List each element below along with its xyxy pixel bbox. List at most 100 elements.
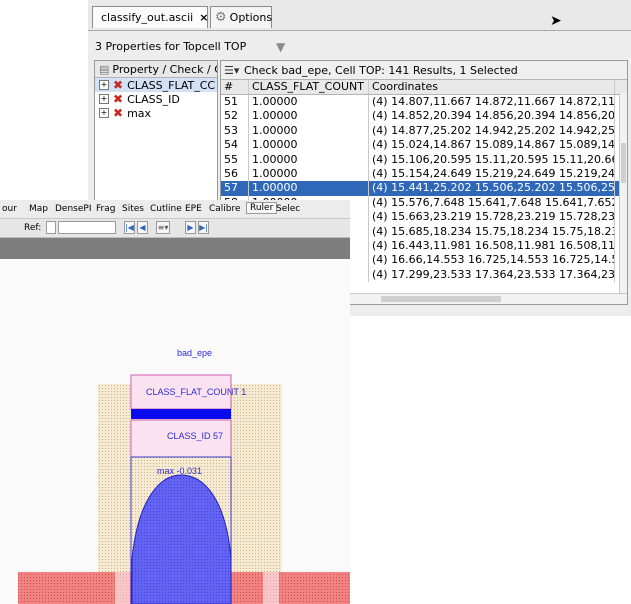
scroll-thumb[interactable] (381, 296, 501, 302)
list-view-icon[interactable]: ☰▾ (224, 63, 240, 77)
layout-canvas[interactable]: bad_epe CLASS_FLAT_COUNT 1 CLASS_ID 57 m… (0, 259, 350, 604)
row-class-flat-count: 1.00000 (249, 138, 369, 153)
menu-bar: our Map DensePI Frag Sites Cutline EPE C… (0, 200, 350, 219)
tab-bar: classify_out.ascii × ⚙ Options ➤ (88, 0, 631, 31)
row-class-flat-count: 1.00000 (249, 109, 369, 124)
column-header-class-flat-count[interactable]: CLASS_FLAT_COUNT (249, 80, 369, 94)
row-index: 51 (221, 95, 249, 110)
tab-classify-out[interactable]: classify_out.ascii × (92, 6, 208, 28)
row-coordinates: (4) 17.299,23.533 17.364,23.533 17.364,2… (369, 267, 615, 283)
row-index: 56 (221, 166, 249, 182)
table-row[interactable]: 52 1.00000 (4) 14.852,20.394 14.856,20.394… (221, 109, 627, 124)
tree-header-label: Property / Check / Co (112, 62, 218, 76)
marker-title: bad_epe (177, 348, 213, 358)
row-class-flat-count: 1.00000 (249, 123, 369, 139)
gear-icon: ⚙ (215, 9, 227, 25)
tab-label: Options (229, 11, 273, 24)
class-id-marker (130, 419, 232, 458)
error-x-icon: ✖ (113, 78, 124, 92)
menu-item-ruler[interactable]: Ruler (246, 202, 278, 214)
max-label: max -0.031 (157, 466, 203, 476)
row-class-flat-count: 1.00000 (249, 95, 369, 110)
ref-dropdown[interactable] (46, 221, 56, 234)
menu-item-densepi[interactable]: DensePI (55, 204, 92, 214)
scroll-thumb[interactable] (621, 143, 626, 183)
shape-outline (130, 456, 232, 604)
viewer-header-strip (0, 238, 350, 259)
column-header-index[interactable]: # (221, 80, 249, 94)
horizontal-scrollbar[interactable] (221, 293, 627, 304)
table-row[interactable]: 51 1.00000 (4) 14.807,11.667 14.872,11.667… (221, 95, 627, 110)
close-icon[interactable]: × (199, 11, 209, 24)
list-dropdown-icon[interactable]: ≡▾ (156, 221, 170, 234)
last-icon[interactable]: ▶| (198, 221, 209, 234)
table-row[interactable]: 54 1.00000 (4) 15.024,14.867 15.089,14.867… (221, 138, 627, 153)
tree-item-class-flat-count[interactable]: + ✖ CLASS_FLAT_CC (95, 78, 217, 92)
menu-item-cutline[interactable]: Cutline (150, 204, 182, 214)
row-coordinates: (4) 15.663,23.219 15.728,23.219 15.728,2… (369, 210, 615, 225)
row-coordinates: (4) 15.685,18.234 15.75,18.234 15.75,18.… (369, 224, 615, 239)
row-coordinates: (4) 15.106,20.595 15.11,20.595 15.11,20.… (369, 152, 615, 167)
expand-icon[interactable]: + (99, 108, 109, 118)
ref-input[interactable] (58, 221, 116, 234)
row-coordinates: (4) 14.807,11.667 14.872,11.667 14.872,1… (369, 95, 615, 110)
error-x-icon: ✖ (113, 106, 124, 120)
menu-item-select[interactable]: Selec (276, 204, 301, 214)
column-header-coordinates[interactable]: Coordinates (369, 80, 615, 94)
check-summary-bar: ☰▾ Check bad_epe, Cell TOP: 141 Results,… (221, 61, 627, 80)
table-row[interactable]: 56 1.00000 (4) 15.154,24.649 15.219,24.649… (221, 166, 627, 182)
menu-item-frag[interactable]: Frag (96, 204, 116, 214)
menu-item-our[interactable]: our (2, 204, 17, 214)
red-gap (263, 572, 279, 604)
first-icon[interactable]: |◀ (124, 221, 135, 234)
tree-item-label: max (127, 106, 152, 120)
tree-item-class-id[interactable]: + ✖ CLASS_ID (95, 92, 217, 106)
row-coordinates: (4) 15.441,25.202 15.506,25.202 15.506,2… (369, 181, 615, 196)
prev-icon[interactable]: ◀ (137, 221, 148, 234)
menu-item-map[interactable]: Map (29, 204, 48, 214)
table-row[interactable]: 55 1.00000 (4) 15.106,20.595 15.11,20.595 … (221, 152, 627, 167)
row-index: 53 (221, 123, 249, 139)
menu-item-epe[interactable]: EPE (185, 204, 202, 214)
tab-options[interactable]: ⚙ Options (210, 6, 272, 28)
row-index: 52 (221, 109, 249, 124)
row-coordinates: (4) 16.443,11.981 16.508,11.981 16.508,1… (369, 238, 615, 254)
row-coordinates: (4) 16.66,14.553 16.725,14.553 16.725,14… (369, 253, 615, 268)
tab-label: classify_out.ascii (101, 11, 194, 24)
row-class-flat-count: 1.00000 (249, 181, 369, 196)
tree-header-icon: ▤ (99, 62, 110, 76)
row-class-flat-count: 1.00000 (249, 166, 369, 182)
row-coordinates: (4) 15.024,14.867 15.089,14.867 15.089,1… (369, 138, 615, 153)
row-coordinates: (4) 14.877,25.202 14.942,25.202 14.942,2… (369, 123, 615, 139)
property-tree-header[interactable]: ▤ Property / Check / Co (95, 61, 217, 78)
epe-error-bar (131, 409, 231, 419)
filter-icon[interactable]: ▼ (276, 40, 286, 54)
tree-item-max[interactable]: + ✖ max (95, 106, 217, 120)
next-icon[interactable]: ▶ (185, 221, 196, 234)
expand-icon[interactable]: + (99, 80, 109, 90)
flat-count-label: CLASS_FLAT_COUNT 1 (146, 387, 247, 397)
results-table-header: # CLASS_FLAT_COUNT Coordinates (221, 80, 627, 95)
table-row[interactable]: 53 1.00000 (4) 14.877,25.202 14.942,25.202… (221, 123, 627, 139)
topcell-summary: 3 Properties for Topcell TOP (95, 40, 247, 53)
layout-viewer-window: our Map DensePI Frag Sites Cutline EPE C… (0, 200, 350, 604)
row-coordinates: (4) 15.154,24.649 15.219,24.649 15.219,2… (369, 166, 615, 182)
row-class-flat-count: 1.00000 (249, 152, 369, 167)
expand-icon[interactable]: + (99, 94, 109, 104)
menu-item-sites[interactable]: Sites (122, 204, 144, 214)
ref-label: Ref: (24, 223, 42, 233)
tree-item-label: CLASS_FLAT_CC (127, 78, 216, 92)
red-gap (115, 572, 130, 604)
table-row[interactable]: 57 1.00000 (4) 15.441,25.202 15.506,25.202… (221, 181, 627, 196)
menu-item-calibre[interactable]: Calibre (209, 204, 241, 214)
vertical-scrollbar[interactable] (619, 93, 627, 293)
ref-toolbar: Ref: |◀ ◀ ≡▾ ▶ ▶| (0, 219, 350, 238)
blue-shape (131, 474, 232, 604)
row-coordinates: (4) 15.576,7.648 15.641,7.648 15.641,7.6… (369, 195, 615, 211)
row-index: 54 (221, 138, 249, 153)
mouse-cursor-icon: ➤ (550, 13, 562, 29)
layout-drawing (18, 374, 350, 604)
row-coordinates: (4) 14.852,20.394 14.856,20.394 14.856,2… (369, 109, 615, 124)
error-x-icon: ✖ (113, 92, 124, 106)
row-index: 57 (221, 181, 249, 196)
